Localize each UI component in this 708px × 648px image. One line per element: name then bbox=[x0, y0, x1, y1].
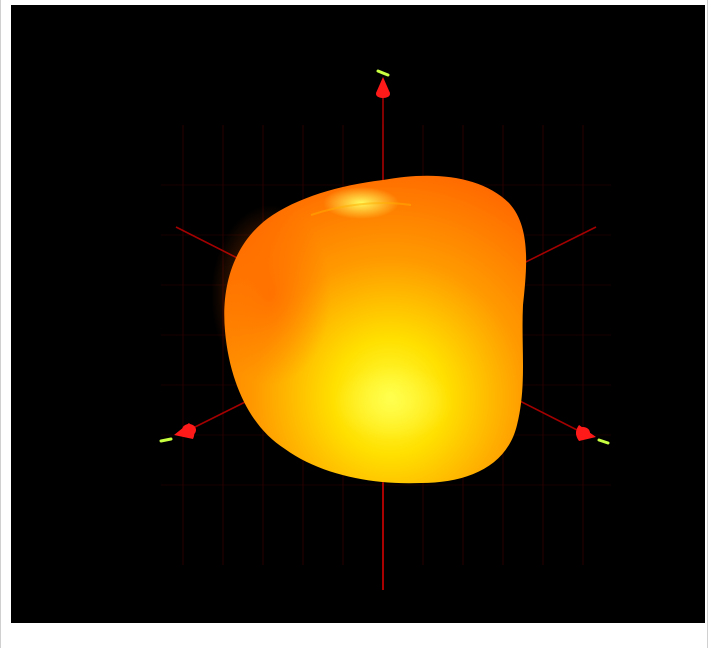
x-axis-tip-marker bbox=[159, 437, 173, 443]
y-axis-tip-marker bbox=[597, 438, 610, 445]
surface-group[interactable] bbox=[211, 175, 527, 484]
x-axis-arrowhead bbox=[174, 423, 196, 439]
surface-left-shading bbox=[211, 205, 331, 385]
z-axis-arrowhead-base bbox=[376, 90, 390, 98]
surface-bottom-highlight bbox=[333, 365, 453, 441]
scene-svg bbox=[159, 69, 611, 590]
surface-top-crease bbox=[310, 202, 412, 216]
3d-viewport[interactable] bbox=[11, 5, 705, 623]
z-axis-tip-marker bbox=[376, 69, 390, 77]
surface-top-highlight bbox=[323, 187, 399, 219]
y-axis-arrowhead bbox=[576, 425, 596, 441]
